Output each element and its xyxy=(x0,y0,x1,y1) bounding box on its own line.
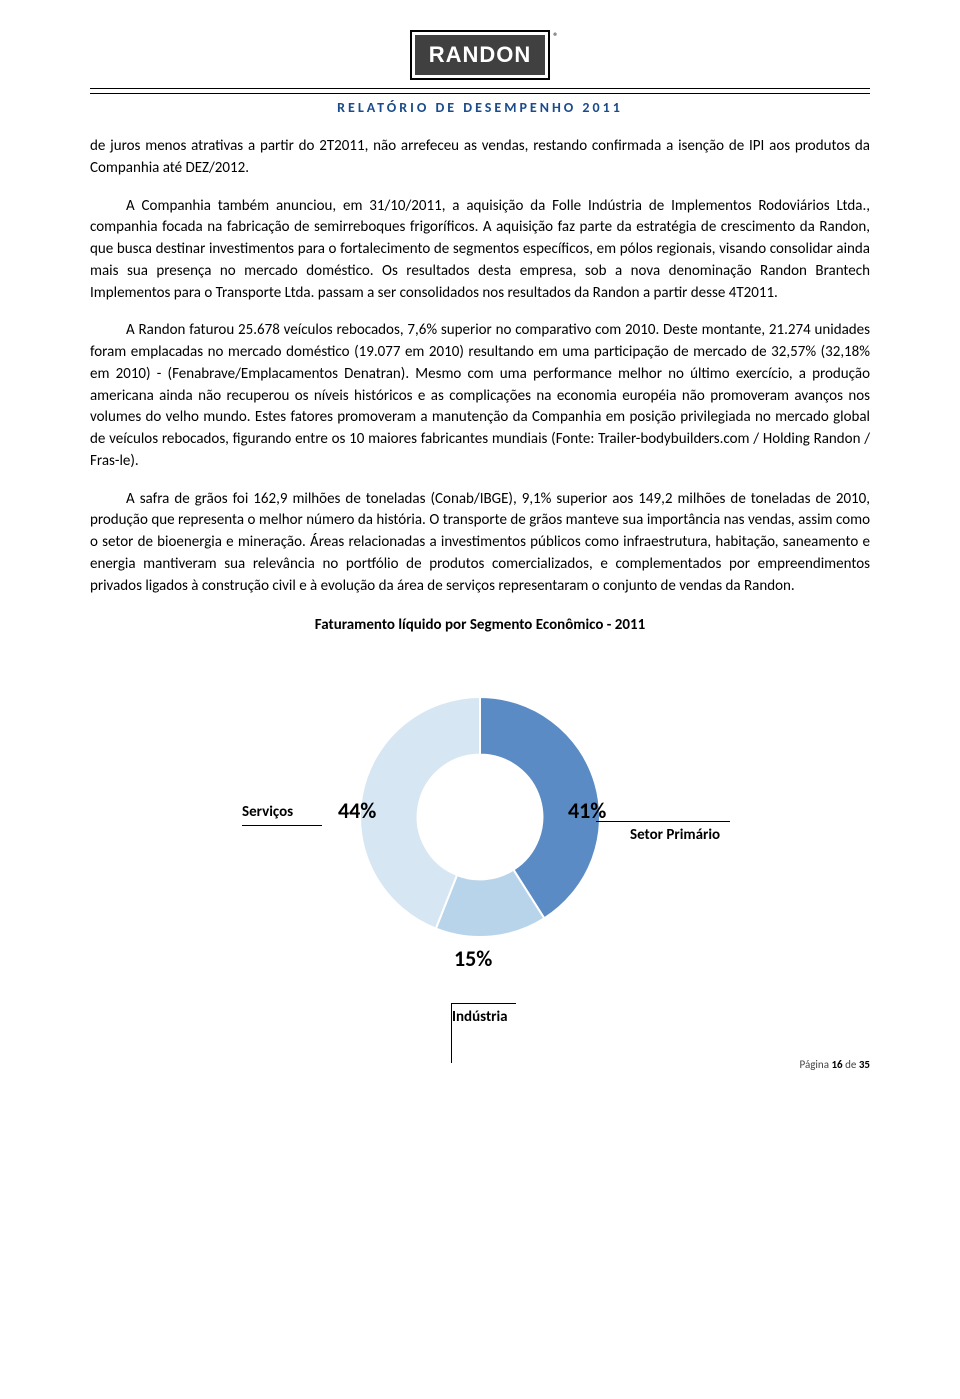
document-header: RANDON ® xyxy=(90,30,870,80)
pct-servicos: 44% xyxy=(338,795,376,827)
report-title: RELATÓRIO DE DESEMPENHO 2011 xyxy=(90,98,870,118)
page-footer: Página 16 de 35 xyxy=(90,1057,870,1073)
brand-logo: RANDON ® xyxy=(410,30,551,80)
body-text: de juros menos atrativas a partir do 2T2… xyxy=(90,136,870,597)
pct-primario: 41% xyxy=(568,795,606,827)
donut-svg xyxy=(360,697,600,937)
paragraph-2: A Companhia também anunciou, em 31/10/20… xyxy=(90,196,870,305)
label-line-industria-h xyxy=(452,1003,516,1004)
paragraph-4: A safra de grãos foi 162,9 milhões de to… xyxy=(90,489,870,598)
label-line-industria-v xyxy=(451,1003,452,1063)
brand-logo-text: RANDON xyxy=(415,35,546,75)
registered-mark: ® xyxy=(553,30,558,45)
footer-page-current: 16 xyxy=(831,1058,842,1071)
label-line-servicos xyxy=(242,825,322,826)
chart-title: Faturamento líquido por Segmento Econômi… xyxy=(90,615,870,637)
segment-label-industria: Indústria xyxy=(452,1007,508,1029)
segment-label-primario: Setor Primário xyxy=(630,825,720,847)
donut-chart: Serviços Setor Primário Indústria 44% 41… xyxy=(200,667,760,1027)
paragraph-3: A Randon faturou 25.678 veículos rebocad… xyxy=(90,320,870,472)
header-rule-top xyxy=(90,88,870,89)
paragraph-1: de juros menos atrativas a partir do 2T2… xyxy=(90,136,870,180)
footer-page-label: Página xyxy=(800,1058,832,1071)
segment-label-servicos: Serviços xyxy=(242,802,293,824)
footer-page-sep: de xyxy=(843,1058,859,1071)
header-rule-bottom xyxy=(90,93,870,94)
label-line-primario xyxy=(596,821,730,822)
pct-industria: 15% xyxy=(454,943,492,975)
footer-page-total: 35 xyxy=(859,1058,870,1071)
